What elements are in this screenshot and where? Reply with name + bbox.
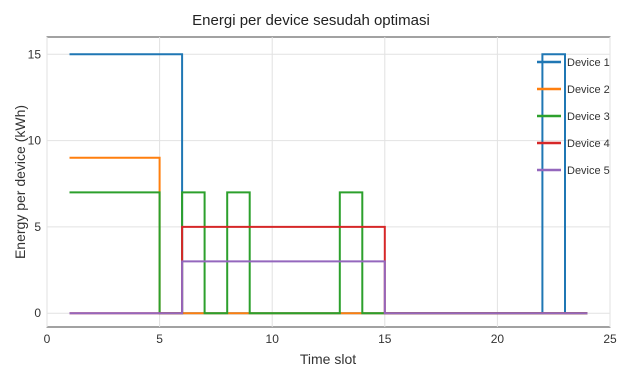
device-3-legend-label: Device 3	[567, 111, 610, 123]
y-axis-label: Energy per device (kWh)	[12, 105, 28, 259]
device-2-legend-label: Device 2	[567, 84, 610, 96]
y-tick-label: 15	[28, 47, 42, 61]
x-tick-label: 15	[378, 332, 392, 346]
plot-area	[46, 36, 611, 328]
y-tick-label: 10	[28, 134, 42, 148]
series-lines	[69, 53, 588, 315]
x-tick-label: 20	[491, 332, 505, 346]
x-tick-label: 10	[266, 332, 280, 346]
axis-ticks: 0 5 10 15 20 25 0 5 10 15	[28, 47, 617, 346]
x-tick-label: 5	[156, 332, 163, 346]
y-tick-label: 5	[34, 220, 41, 234]
x-tick-label: 25	[603, 332, 617, 346]
device-5-line	[69, 260, 588, 315]
legend: Device 1 Device 2 Device 3 Device 4 Device 5	[537, 57, 610, 177]
chart-title: Energi per device sesudah optimasi	[192, 12, 430, 29]
device-5-legend-label: Device 5	[567, 165, 610, 177]
x-tick-label: 0	[44, 332, 51, 346]
x-axis-label: Time slot	[300, 351, 356, 367]
device-1-legend-label: Device 1	[567, 57, 610, 69]
device-4-legend-label: Device 4	[567, 138, 610, 150]
y-tick-label: 0	[34, 306, 41, 320]
